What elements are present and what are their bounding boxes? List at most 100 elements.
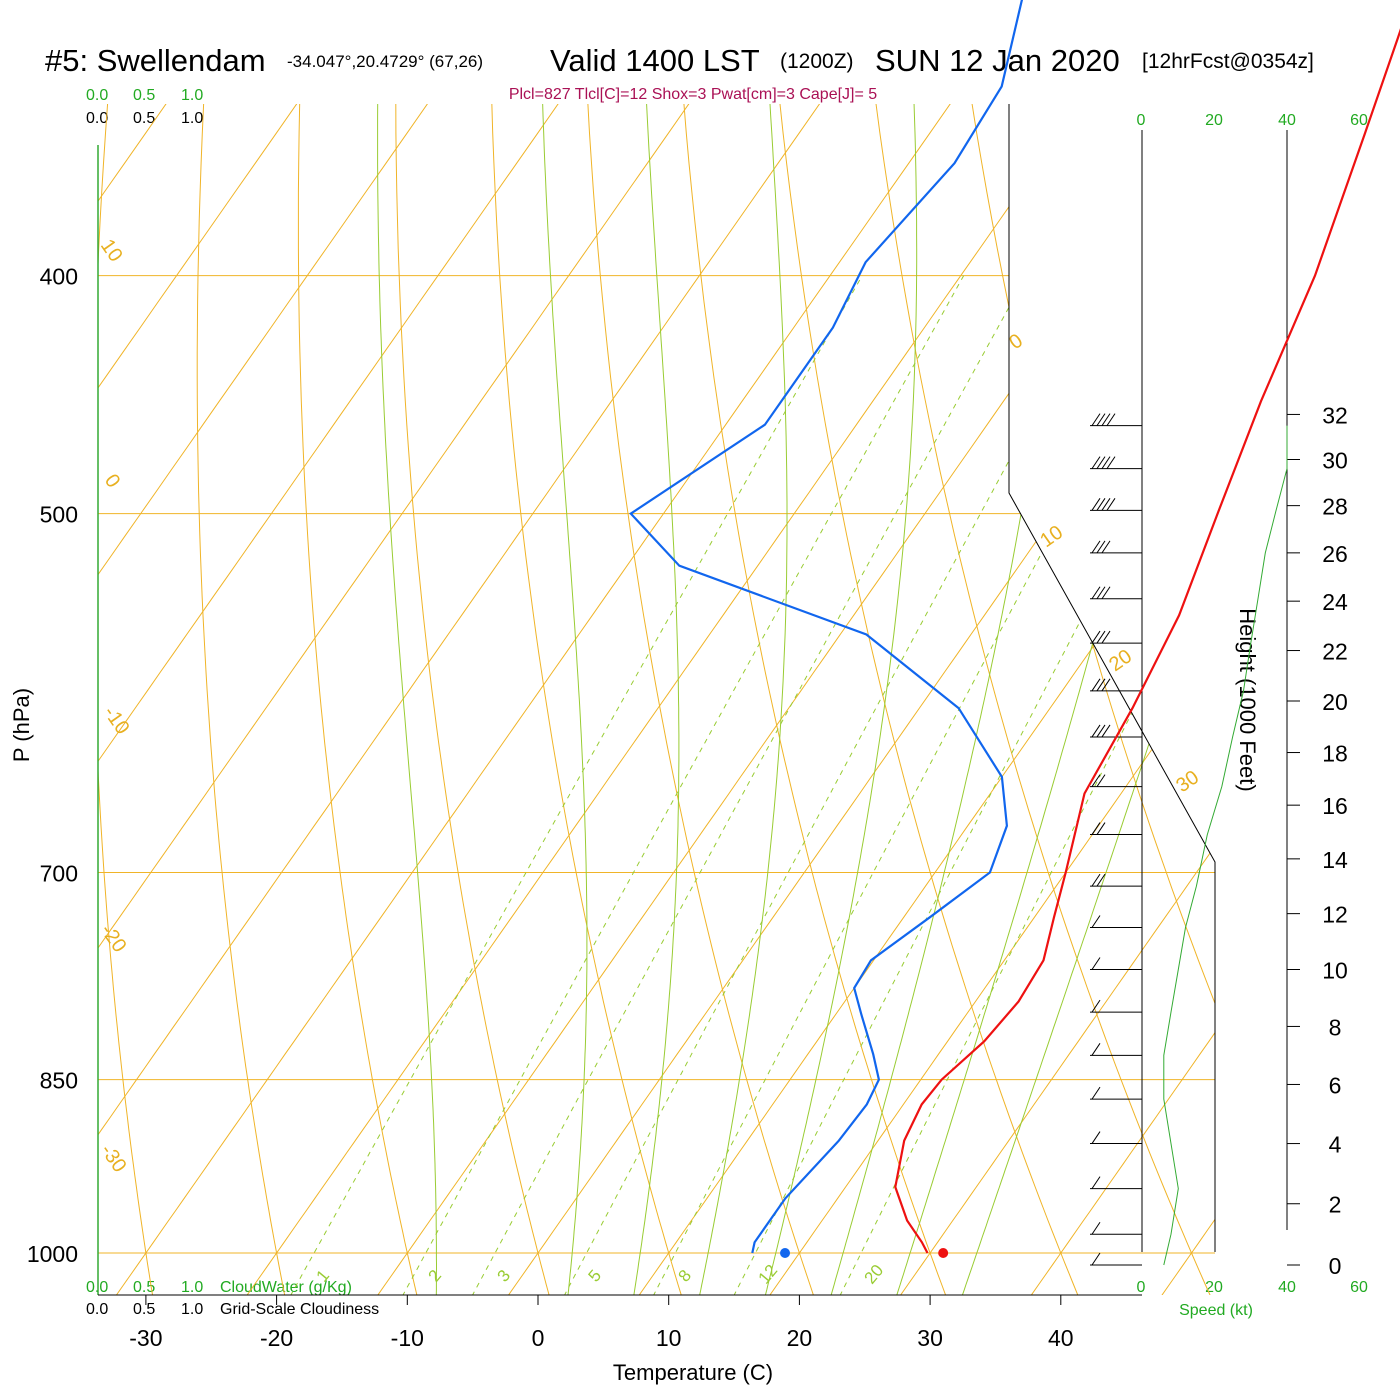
isotherm--30: [109, 104, 1182, 1295]
cloud-top-black-1: 0.5: [133, 110, 155, 127]
height-tick-label: 10: [1322, 958, 1348, 984]
moist-adiabat-6: [893, 104, 1215, 1295]
speed-top-20: 20: [1205, 112, 1223, 129]
sounding-series: [629, 0, 1400, 1258]
cloud-bottom-black-2: 1.0: [181, 1301, 203, 1318]
wind-barb: [1090, 873, 1142, 887]
isotherm-30: [893, 104, 1215, 1295]
dry-adiabat-60: [931, 104, 1215, 1295]
wind-barb: [1090, 630, 1142, 644]
station-coords: -34.047°,20.4729° (67,26): [287, 52, 483, 71]
y-tick-label: 850: [40, 1068, 78, 1094]
isotherm--110: [98, 104, 136, 1295]
dry-adiabat-20: [579, 104, 818, 1295]
wind-barb: [1090, 498, 1142, 511]
wind-barb: [1090, 1086, 1142, 1100]
height-tick-label: 6: [1329, 1072, 1342, 1098]
height-tick-label: 2: [1329, 1192, 1342, 1218]
x-tick-label: 0: [532, 1325, 545, 1351]
x-tick-label: 40: [1048, 1325, 1074, 1351]
station-title: #5: Swellendam: [45, 43, 266, 78]
height-tick-label: 18: [1322, 741, 1348, 767]
moist-adiabat-1: [539, 104, 588, 1295]
isotherm--120: [0, 0, 5, 1305]
wind-barb: [1090, 1043, 1142, 1056]
height-axis-label: Height (1000 Feet): [1235, 608, 1260, 791]
wind-barb: [1090, 915, 1142, 929]
speed-bottom-20: 20: [1205, 1279, 1223, 1296]
isotherm-label-right-20: 20: [1105, 645, 1136, 676]
isotherm-10: [631, 104, 1215, 1295]
isotherm--70: [98, 104, 659, 1295]
cloudiness-label: Grid-Scale Cloudiness: [220, 1301, 379, 1318]
surface-temperature-dot: [938, 1248, 949, 1258]
y-axis-ticks: 2503004005007008501000: [27, 264, 78, 1267]
mixing-ratio-lines: [284, 275, 1215, 1295]
isotherm-label-left-m20: -20: [96, 920, 131, 956]
dry-adiabat--30: [98, 104, 155, 1295]
mixing-ratio-1: [284, 275, 863, 1295]
wind-barb: [1090, 957, 1142, 970]
height-tick-label: 4: [1329, 1132, 1342, 1158]
cloud-top-black-2: 1.0: [181, 110, 203, 127]
wind-speed-line: [1163, 425, 1288, 1266]
speed-bottom-40: 40: [1278, 1279, 1296, 1296]
isotherm--80: [98, 104, 528, 1295]
speed-top-0: 0: [1137, 112, 1146, 129]
cloud-scale-bottom: 0.0 0.5 1.0 CloudWater (g/Kg) 0.0 0.5 1.…: [86, 1279, 379, 1318]
wind-barb: [1090, 540, 1142, 554]
height-tick-label: 26: [1322, 541, 1348, 567]
isotherm--90: [98, 104, 398, 1295]
x-tick-label: -10: [391, 1325, 424, 1351]
speed-top-60: 60: [1350, 112, 1368, 129]
isotherm-lines: [0, 0, 1215, 1305]
y-tick-label: 700: [40, 861, 78, 887]
dry-adiabat-40: [755, 104, 1083, 1295]
isotherm--40: [98, 104, 1051, 1295]
height-tick-label: 22: [1322, 639, 1348, 665]
cloud-bottom-green-2: 1.0: [181, 1279, 203, 1296]
wind-barbs: [1090, 413, 1142, 1266]
moist-adiabat-2: [631, 104, 680, 1295]
dry-adiabat--20: [196, 104, 288, 1295]
cloud-top-black-0: 0.0: [86, 110, 108, 127]
cloud-top-green-1: 0.5: [133, 87, 155, 104]
isotherm-label-left-m30: -30: [96, 1140, 131, 1176]
adiabat-lines: [98, 104, 1215, 1295]
stability-indices: Plcl=827 Tlcl[C]=12 Shox=3 Pwat[cm]=3 Ca…: [509, 86, 877, 103]
dry-adiabat-30: [667, 104, 950, 1295]
isotherm-label-right-10: 10: [1036, 521, 1067, 552]
wind-barb: [1090, 1221, 1142, 1235]
moist-adiabat-3: [697, 104, 788, 1295]
mixing-label-5: 5: [585, 1266, 606, 1285]
x-tick-label: -30: [129, 1325, 162, 1351]
wind-barb: [1090, 456, 1142, 470]
isobar-lines: [98, 275, 1215, 1254]
speed-bottom-60: 60: [1350, 1279, 1368, 1296]
temperature-line: [894, 28, 1400, 1254]
mixing-ratio-20: [834, 275, 1215, 1295]
dry-adiabat-90: [1195, 104, 1215, 1295]
height-tick-label: 0: [1329, 1253, 1342, 1279]
mixing-ratio-5: [558, 275, 1110, 1295]
dewpoint-line: [629, 0, 1024, 1254]
surface-dewpoint-dot: [780, 1248, 791, 1258]
isotherm-labels: 10 0 -10 -20 -30 0 10 20 30: [96, 235, 1203, 1176]
speed-top-40: 40: [1278, 112, 1296, 129]
dry-adiabat--10: [297, 104, 420, 1295]
wind-barb: [1090, 724, 1142, 738]
x-tick-label: 30: [917, 1325, 943, 1351]
mixing-ratio-2: [397, 275, 965, 1295]
cloudwater-label: CloudWater (g/Kg): [220, 1279, 352, 1296]
height-tick-label: 8: [1329, 1014, 1342, 1040]
wind-barb: [1090, 1131, 1142, 1145]
wind-barb: [1090, 1176, 1142, 1190]
speed-scale: 0 20 40 60 0 20 40 60 Speed (kt): [1137, 112, 1368, 1319]
mixing-ratio-8: [648, 275, 1190, 1295]
mixing-ratio-3: [466, 275, 1027, 1295]
valid-date: SUN 12 Jan 2020: [875, 43, 1120, 78]
dry-adiabat-10: [489, 104, 685, 1295]
height-tick-label: 16: [1322, 793, 1348, 819]
